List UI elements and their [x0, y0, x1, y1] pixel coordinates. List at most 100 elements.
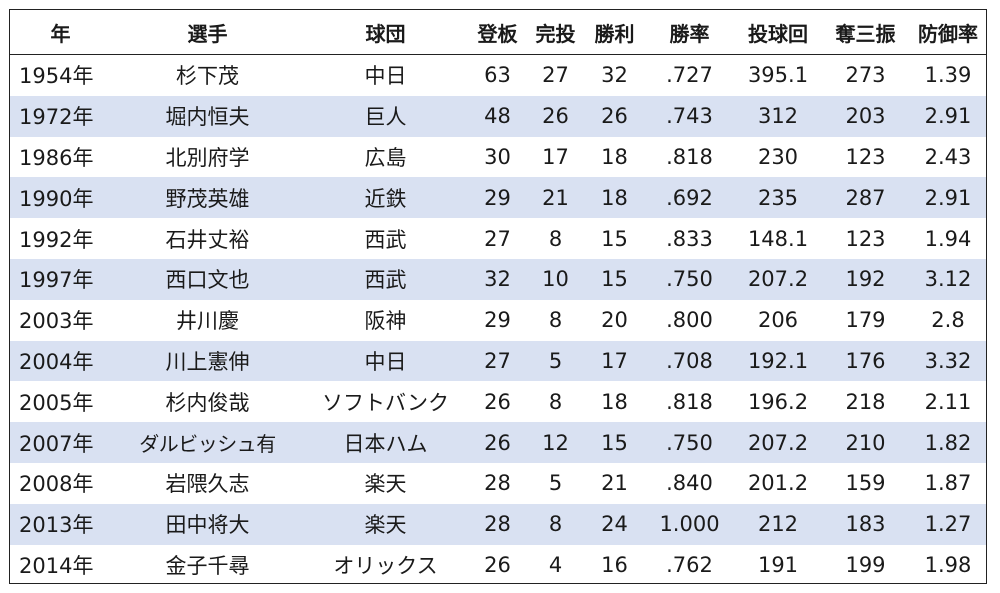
cell-era: 2.11 [908, 381, 986, 423]
cell-era: 2.91 [908, 95, 986, 137]
header-year: 年 [10, 10, 111, 55]
cell-player: 石井丈裕 [111, 218, 304, 259]
cell-games: 29 [467, 299, 528, 341]
cell-wins: 15 [583, 218, 646, 259]
cell-win-pct: .800 [646, 299, 733, 341]
cell-strikeouts: 203 [823, 95, 908, 137]
cell-player: 岩隈久志 [111, 462, 304, 504]
cell-year: 1972年 [10, 95, 111, 137]
cell-complete-games: 8 [528, 381, 583, 423]
table-row: 1986年 北別府学 広島 30 17 18.818 230 123 2.43 [10, 136, 986, 178]
cell-team: ソフトバンク [304, 381, 467, 423]
cell-player: 杉内俊哉 [111, 381, 304, 423]
header-wins: 勝利 [583, 10, 646, 55]
cell-complete-games: 21 [528, 177, 583, 219]
cell-complete-games: 27 [528, 54, 583, 96]
cell-games: 63 [467, 54, 528, 96]
table-row: 2013年 田中将大 楽天 28 8 24 1.000 212 183 1.27 [10, 503, 986, 545]
cell-innings: 312 [733, 95, 823, 137]
cell-win-pct: 1.000 [646, 503, 733, 545]
cell-player: ダルビッシュ有 [111, 422, 304, 463]
cell-games: 48 [467, 95, 528, 137]
header-games: 登板 [467, 10, 528, 55]
cell-strikeouts: 199 [823, 544, 908, 583]
cell-strikeouts: 210 [823, 422, 908, 463]
cell-games: 28 [467, 503, 528, 545]
cell-win-pct: .762 [646, 544, 733, 583]
header-complete-games: 完投 [528, 10, 583, 55]
cell-games: 30 [467, 136, 528, 178]
cell-year: 1997年 [10, 258, 111, 300]
cell-complete-games: 8 [528, 299, 583, 341]
cell-innings: 192.1 [733, 340, 823, 382]
header-win-pct: 勝率 [646, 10, 733, 55]
cell-team: 西武 [304, 258, 467, 300]
cell-innings: 148.1 [733, 218, 823, 259]
cell-wins: 32 [583, 54, 646, 96]
stats-table-container: 年 選手 球団 登板 完投 勝利 勝率 投球回 奪三振 防御率 1954年 杉下茂… [9, 9, 987, 584]
table-row: 1992年 石井丈裕 西武 27 8 15.833 148.1 123 1.94 [10, 218, 986, 259]
cell-era: 1.98 [908, 544, 986, 583]
cell-innings: 235 [733, 177, 823, 219]
cell-player: 川上憲伸 [111, 340, 304, 382]
cell-wins: 20 [583, 299, 646, 341]
cell-strikeouts: 287 [823, 177, 908, 219]
cell-wins: 15 [583, 422, 646, 463]
cell-games: 27 [467, 340, 528, 382]
cell-win-pct: .750 [646, 258, 733, 300]
cell-year: 2008年 [10, 462, 111, 504]
cell-strikeouts: 159 [823, 462, 908, 504]
table-row: 2008年 岩隈久志 楽天 28 5 21.840 201.2 159 1.87 [10, 462, 986, 504]
cell-year: 2004年 [10, 340, 111, 382]
cell-team: 日本ハム [304, 422, 467, 463]
cell-innings: 395.1 [733, 54, 823, 96]
cell-games: 29 [467, 177, 528, 219]
cell-player: 北別府学 [111, 136, 304, 178]
header-player: 選手 [111, 10, 304, 55]
header-strikeouts: 奪三振 [823, 10, 908, 55]
cell-games: 32 [467, 258, 528, 300]
cell-complete-games: 8 [528, 218, 583, 259]
table-row: 2014年 金子千尋 オリックス 26 4 16.762 191 199 1.98 [10, 544, 986, 583]
cell-year: 2013年 [10, 503, 111, 545]
cell-innings: 206 [733, 299, 823, 341]
cell-win-pct: .818 [646, 136, 733, 178]
cell-innings: 201.2 [733, 462, 823, 504]
cell-year: 2007年 [10, 422, 111, 463]
cell-era: 3.32 [908, 340, 986, 382]
cell-team: オリックス [304, 544, 467, 583]
cell-wins: 16 [583, 544, 646, 583]
cell-year: 2014年 [10, 544, 111, 583]
cell-innings: 207.2 [733, 422, 823, 463]
table-row: 2007年 ダルビッシュ有 日本ハム 26 12 15.750 207.2 210 1.82 [10, 422, 986, 463]
table-row: 2003年 井川慶 阪神 29 8 20.800 206 179 2.8 [10, 299, 986, 341]
cell-innings: 207.2 [733, 258, 823, 300]
table-row: 2005年 杉内俊哉 ソフトバンク 26 8 18.818 196.2 218 2.11 [10, 381, 986, 423]
cell-strikeouts: 179 [823, 299, 908, 341]
cell-era: 3.12 [908, 258, 986, 300]
table-row: 1997年 西口文也 西武 32 10 15.750 207.2 192 3.12 [10, 258, 986, 300]
cell-year: 2005年 [10, 381, 111, 423]
cell-games: 26 [467, 381, 528, 423]
cell-strikeouts: 218 [823, 381, 908, 423]
cell-era: 2.43 [908, 136, 986, 178]
cell-team: 近鉄 [304, 177, 467, 219]
cell-year: 1954年 [10, 54, 111, 96]
cell-team: 中日 [304, 54, 467, 96]
cell-year: 1990年 [10, 177, 111, 219]
header-era: 防御率 [908, 10, 986, 55]
cell-win-pct: .818 [646, 381, 733, 423]
cell-year: 1986年 [10, 136, 111, 178]
cell-win-pct: .840 [646, 462, 733, 504]
cell-year: 1992年 [10, 218, 111, 259]
cell-games: 26 [467, 422, 528, 463]
cell-era: 2.8 [908, 299, 986, 341]
cell-team: 巨人 [304, 95, 467, 137]
cell-win-pct: .708 [646, 340, 733, 382]
cell-team: 阪神 [304, 299, 467, 341]
table-row: 1990年 野茂英雄 近鉄 29 21 18.692 235 287 2.91 [10, 177, 986, 219]
cell-innings: 212 [733, 503, 823, 545]
cell-player: 堀内恒夫 [111, 95, 304, 137]
table-header: 年 選手 球団 登板 完投 勝利 勝率 投球回 奪三振 防御率 [10, 10, 986, 55]
cell-complete-games: 5 [528, 462, 583, 504]
